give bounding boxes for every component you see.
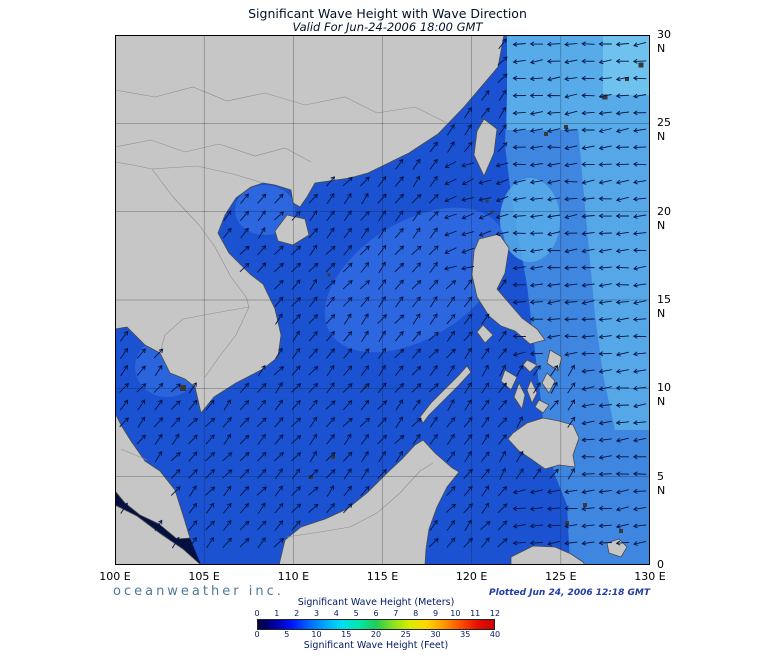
lat-tick-label: 25 N	[657, 116, 671, 144]
legend-tick-label: 35	[460, 630, 471, 639]
legend-meters-ticks: 0 1 2 3 4 5 6 7 8 9 10 11 12	[254, 609, 500, 619]
lon-tick-label: 125 E	[545, 570, 577, 583]
land-halmahera	[606, 538, 628, 558]
wave-direction-arrows	[119, 38, 647, 549]
legend-tick-label: 9	[432, 609, 439, 618]
legend-tick-label: 12	[489, 609, 501, 618]
legend-tick-label: 1	[274, 609, 280, 618]
land-negros	[513, 382, 526, 410]
lat-tick-label: 20 N	[657, 204, 671, 232]
lon-tick-label: 130 E	[634, 570, 666, 583]
lat-tick-label: 0	[657, 558, 664, 571]
lon-tick-label: 110 E	[277, 570, 310, 583]
legend-tick-label: 0	[254, 630, 260, 639]
legend-tick-label: 4	[333, 609, 339, 618]
legend-tick-label: 7	[393, 609, 399, 618]
lon-tick-label: 120 E	[455, 570, 488, 583]
legend-tick-label: 25	[400, 630, 411, 639]
land-hainan	[274, 214, 310, 246]
land-borneo	[278, 439, 460, 566]
legend-tick-label: 20	[370, 630, 382, 639]
map-area	[114, 34, 650, 566]
plotted-timestamp: Plotted Jun 24, 2006 12:18 GMT	[489, 588, 650, 598]
legend-tick-label: 2	[294, 609, 300, 618]
longitude-axis: 100 E 105 E 110 E 115 E 120 E 125 E 130 E	[0, 570, 775, 584]
legend-feet-title: Significant Wave Height (Feet)	[303, 640, 449, 651]
legend-tick-label: 10	[311, 630, 322, 639]
lat-tick-label: 15 N	[657, 293, 671, 320]
legend-meters-title: Significant Wave Height (Meters)	[297, 597, 455, 608]
legend-tick-label: 10	[450, 609, 461, 618]
wave-height-map	[114, 34, 650, 566]
land-taiwan	[473, 118, 498, 177]
land-cebu	[526, 379, 538, 404]
land-panay	[500, 369, 518, 391]
legend-tick-label: 30	[430, 630, 441, 639]
legend-tick-label: 3	[313, 609, 320, 618]
land-leyte	[541, 372, 556, 394]
oceanweather-logo-text: oceanweather inc.	[113, 584, 284, 599]
land-samar	[546, 349, 563, 372]
land-bohol	[534, 399, 550, 414]
legend-tick-label: 5	[284, 630, 290, 639]
land-mainland-asia	[114, 34, 505, 414]
colorbar-gradient	[257, 619, 495, 630]
lat-tick-label: 5 N	[657, 469, 666, 497]
lon-tick-label: 100 E	[99, 570, 131, 583]
land-luzon	[471, 233, 546, 345]
legend-tick-label: 6	[373, 609, 379, 618]
legend-tick-label: 15	[341, 630, 352, 639]
legend-tick-label: 5	[353, 609, 359, 618]
lon-tick-label: 115 E	[366, 570, 399, 583]
legend-tick-label: 0	[254, 609, 260, 618]
land-mindoro	[476, 324, 494, 344]
lat-tick-label: 30 N	[657, 28, 671, 55]
chart-valid-time: Valid For Jun-24-2006 18:00 GMT	[292, 20, 483, 34]
chart-title: Significant Wave Height with Wave Direct…	[248, 6, 527, 21]
lat-tick-label: 10 N	[657, 381, 671, 409]
legend-tick-label: 40	[489, 630, 501, 639]
legend-tick-label: 8	[413, 609, 419, 618]
legend-feet-ticks: 0 5 10 15 20 25 30 35 40	[254, 630, 500, 640]
lon-tick-label: 105 E	[188, 570, 220, 583]
legend-tick-label: 11	[470, 609, 481, 618]
land-palawan	[419, 365, 472, 424]
land-masbate	[522, 359, 538, 373]
